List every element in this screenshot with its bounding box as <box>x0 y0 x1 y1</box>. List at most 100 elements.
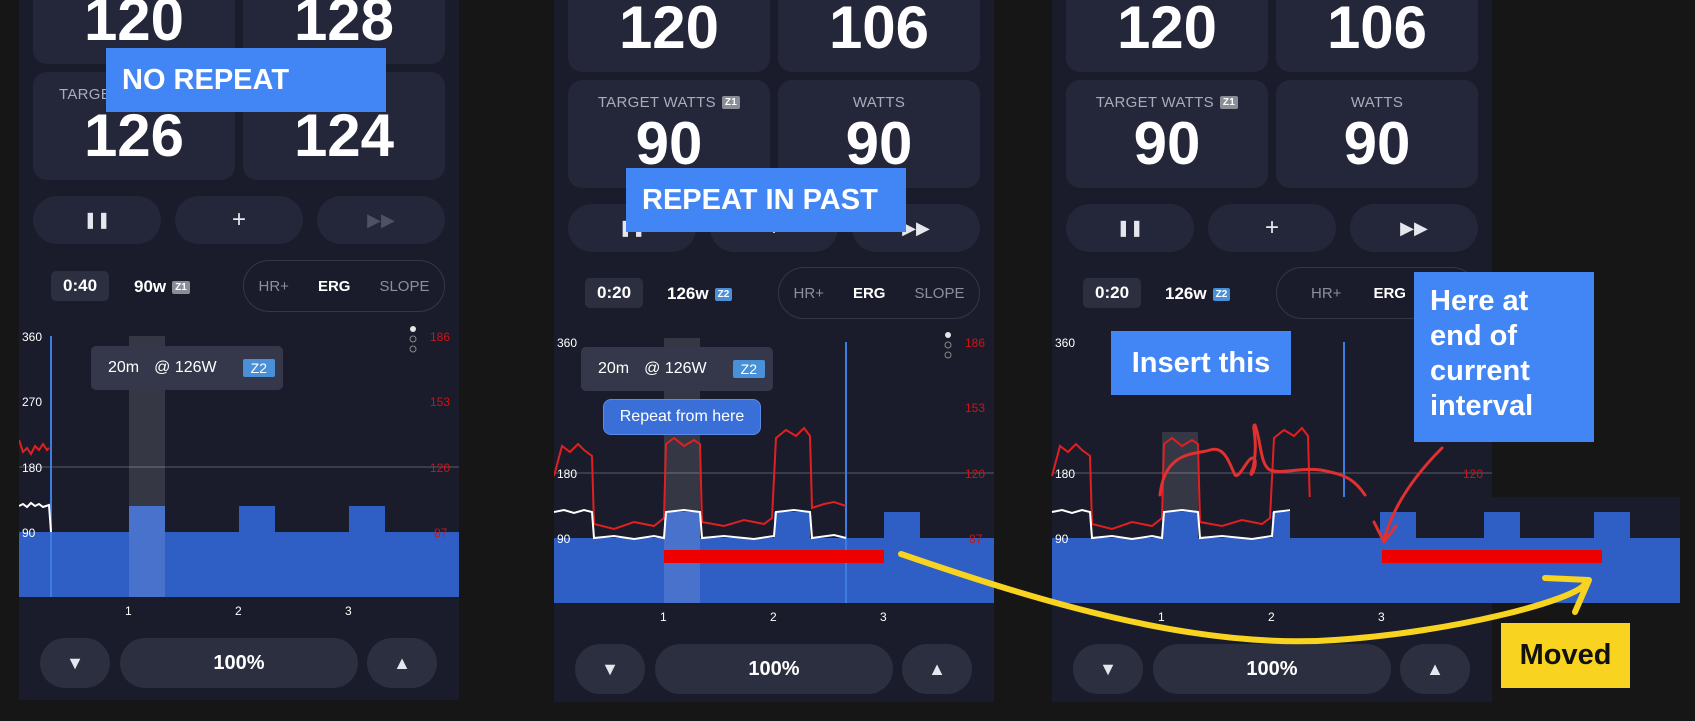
mode-hr[interactable]: HR+ <box>1311 284 1342 302</box>
inserted-interval-block <box>1290 497 1680 603</box>
metric-value: 90 <box>635 110 703 177</box>
tooltip-duration: 20m <box>598 360 630 377</box>
metric-value: 106 <box>1326 0 1428 61</box>
interval-target: 90w Z1 <box>134 277 190 297</box>
no-repeat-label: NO REPEAT <box>106 48 386 112</box>
mode-selector[interactable]: HR+ ERG SLOPE <box>778 267 980 319</box>
axis-label-right: 153 <box>965 401 985 415</box>
axis-label-left: 360 <box>557 336 577 350</box>
x-tick: 1 <box>125 604 132 618</box>
moved-arrow <box>898 551 1592 645</box>
add-interval-button[interactable]: + <box>1208 204 1336 252</box>
pause-icon: ❚❚ <box>1116 220 1144 237</box>
interval-tooltip: 20m @ 126W Z2 <box>91 346 283 390</box>
tile-label: TARGET WATTS Z1 <box>1066 94 1268 111</box>
interval-tooltip: 20m @ 126W Z2 <box>581 347 773 391</box>
tile-label: WATTS <box>1350 94 1404 111</box>
x-tick: 2 <box>1268 610 1275 624</box>
mode-hr[interactable]: HR+ <box>793 284 824 302</box>
intensity-display: 100% <box>120 638 358 688</box>
tile-label: TARGE <box>59 86 112 103</box>
page-dot[interactable] <box>410 326 416 332</box>
axis-label-left: 90 <box>557 532 571 546</box>
metric-value: 128 <box>293 0 395 53</box>
triangle-down-icon: ▼ <box>1099 658 1117 679</box>
triangle-up-icon: ▲ <box>928 658 946 679</box>
metric-value: 106 <box>828 0 930 61</box>
metric-value: 126 <box>83 102 185 169</box>
interval-timer: 0:20 <box>585 278 644 308</box>
axis-label-left: 90 <box>1055 532 1069 546</box>
repeat-from-here-button[interactable]: Repeat from here <box>603 399 761 435</box>
tooltip-duration: 20m <box>108 359 140 376</box>
tile-label: WATTS <box>852 94 906 111</box>
decrease-button[interactable]: ▼ <box>1073 644 1143 694</box>
mode-selector[interactable]: HR+ ERG SLOPE <box>243 260 445 312</box>
interval-watts: 126w <box>1165 284 1207 303</box>
skip-button[interactable]: ▶▶ <box>317 196 445 244</box>
moved-label: Moved <box>1501 623 1630 688</box>
mode-erg[interactable]: ERG <box>317 277 351 295</box>
axis-label-right: 153 <box>430 395 450 409</box>
tile-label: TARGET WATTS Z1 <box>568 94 770 111</box>
increase-button[interactable]: ▲ <box>367 638 437 688</box>
interval-target: 126w Z2 <box>667 284 733 304</box>
zone-badge: Z1 <box>1219 96 1239 109</box>
x-tick: 2 <box>770 610 777 624</box>
fast-forward-icon: ▶▶ <box>1400 217 1428 238</box>
page-dot[interactable] <box>409 345 417 353</box>
interval-watts: 126w <box>667 284 709 303</box>
axis-label-left: 360 <box>22 330 42 344</box>
intensity-display: 100% <box>655 644 893 694</box>
plus-icon: + <box>1264 214 1279 241</box>
interval-watts: 90w <box>134 277 167 296</box>
page-dot[interactable] <box>944 351 952 359</box>
x-tick: 1 <box>1158 610 1165 624</box>
pause-button[interactable]: ❚❚ <box>1066 204 1194 252</box>
target-watts-tile: TARGET WATTS Z1 90 <box>1066 80 1268 188</box>
here-at-end-label: Here at end of current interval <box>1414 272 1594 442</box>
pause-button[interactable]: ❚❚ <box>33 196 161 244</box>
metric-tile: 106 <box>1276 0 1478 72</box>
pointer-arrow <box>1372 446 1444 544</box>
mode-slope[interactable]: SLOPE <box>379 277 430 295</box>
zone-badge: Z2 <box>732 360 765 378</box>
page-dot[interactable] <box>409 335 417 343</box>
metric-value: 124 <box>293 102 395 169</box>
page-dot[interactable] <box>944 341 952 349</box>
tooltip-power: @ 126W <box>644 360 707 377</box>
skip-button[interactable]: ▶▶ <box>1350 204 1478 252</box>
metric-value: 120 <box>83 0 185 53</box>
decrease-button[interactable]: ▼ <box>575 644 645 694</box>
triangle-down-icon: ▼ <box>66 652 84 673</box>
handwritten-curve <box>1158 423 1367 497</box>
decrease-button[interactable]: ▼ <box>40 638 110 688</box>
mode-erg[interactable]: ERG <box>852 284 886 302</box>
zone-badge: Z2 <box>714 288 733 301</box>
axis-label-right: 186 <box>965 336 985 350</box>
axis-label-right: 186 <box>430 330 450 344</box>
axis-label-left: 180 <box>22 461 42 475</box>
plus-icon: + <box>231 206 246 233</box>
fast-forward-icon: ▶▶ <box>902 217 930 238</box>
x-tick: 1 <box>660 610 667 624</box>
watts-tile: WATTS 90 <box>1276 80 1478 188</box>
interval-timer: 0:40 <box>51 271 110 301</box>
mode-erg[interactable]: ERG <box>1373 284 1406 302</box>
interval-target: 126w Z2 <box>1165 284 1231 304</box>
axis-label-right: 120 <box>965 467 985 481</box>
page-dot[interactable] <box>945 332 951 338</box>
axis-label-right: 120 <box>430 461 450 475</box>
add-interval-button[interactable]: + <box>175 196 303 244</box>
increase-button[interactable]: ▲ <box>1400 644 1470 694</box>
metric-value: 90 <box>845 110 913 177</box>
target-watts-tile: TARGET WATTS Z1 90 <box>568 80 770 188</box>
zone-badge: Z1 <box>172 281 190 294</box>
metric-value: 90 <box>1343 110 1411 177</box>
mode-hr[interactable]: HR+ <box>258 277 289 295</box>
increase-button[interactable]: ▲ <box>902 644 972 694</box>
metric-value: 90 <box>1133 110 1201 177</box>
zone-badge: Z2 <box>1212 288 1231 301</box>
x-tick: 3 <box>345 604 352 618</box>
mode-slope[interactable]: SLOPE <box>914 284 965 302</box>
